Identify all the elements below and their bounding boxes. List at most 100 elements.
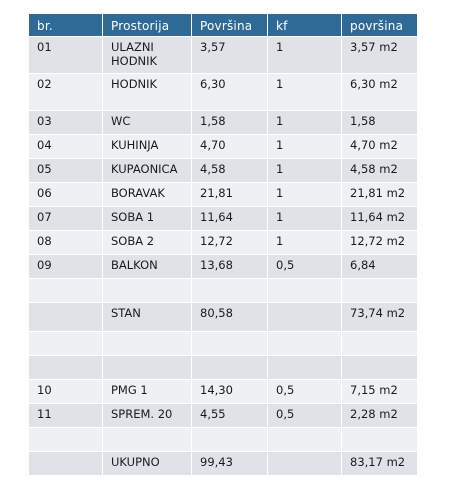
- table-row: STAN 80,58 73,74 m2: [28, 302, 418, 332]
- cell-net-area: 11,64 m2: [341, 206, 418, 231]
- header-row: br. Prostorija Površina kf površina: [28, 13, 418, 37]
- cell-coefficient: [267, 355, 342, 380]
- cell-net-area: 1,58: [341, 110, 418, 135]
- cell-room: [102, 278, 192, 303]
- cell-coefficient: [267, 451, 342, 476]
- cell-number: 03: [28, 110, 103, 135]
- cell-room: BORAVAK: [102, 182, 192, 207]
- cell-net-area: 7,15 m2: [341, 379, 418, 404]
- area-table: br. Prostorija Površina kf površina 01 UL…: [28, 13, 418, 476]
- cell-net-area: 83,17 m2: [341, 451, 418, 476]
- cell-area: 4,58: [191, 158, 268, 183]
- cell-net-area: 6,84: [341, 254, 418, 279]
- cell-number: [28, 331, 103, 356]
- cell-area: 80,58: [191, 302, 268, 332]
- cell-number: 01: [28, 36, 103, 74]
- cell-room: [102, 331, 192, 356]
- cell-room: [102, 427, 192, 452]
- cell-area: [191, 427, 268, 452]
- table-row: [28, 278, 418, 303]
- cell-area: 99,43: [191, 451, 268, 476]
- cell-number: [28, 427, 103, 452]
- table-row: 07 SOBA 1 11,64 1 11,64 m2: [28, 206, 418, 231]
- cell-area: 4,70: [191, 134, 268, 159]
- cell-number: 07: [28, 206, 103, 231]
- cell-area: 13,68: [191, 254, 268, 279]
- cell-room: SPREM. 20: [102, 403, 192, 428]
- cell-coefficient: 1: [267, 206, 342, 231]
- cell-net-area: 73,74 m2: [341, 302, 418, 332]
- cell-area: 12,72: [191, 230, 268, 255]
- cell-net-area: 21,81 m2: [341, 182, 418, 207]
- cell-number: 11: [28, 403, 103, 428]
- cell-room: SOBA 1: [102, 206, 192, 231]
- header-net-area: površina: [341, 13, 418, 37]
- cell-number: [28, 451, 103, 476]
- table-row: [28, 331, 418, 356]
- cell-room: STAN: [102, 302, 192, 332]
- cell-area: 4,55: [191, 403, 268, 428]
- cell-net-area: 4,70 m2: [341, 134, 418, 159]
- cell-coefficient: 1: [267, 36, 342, 74]
- cell-net-area: 3,57 m2: [341, 36, 418, 74]
- cell-coefficient: 1: [267, 158, 342, 183]
- cell-number: 04: [28, 134, 103, 159]
- table-row: UKUPNO 99,43 83,17 m2: [28, 451, 418, 476]
- cell-coefficient: 1: [267, 230, 342, 255]
- table-row: 04 KUHINJA 4,70 1 4,70 m2: [28, 134, 418, 159]
- cell-room: HODNIK: [102, 73, 192, 111]
- cell-coefficient: [267, 331, 342, 356]
- cell-coefficient: [267, 427, 342, 452]
- table-row: [28, 427, 418, 452]
- cell-room: ULAZNI HODNIK: [102, 36, 192, 74]
- cell-area: [191, 355, 268, 380]
- cell-net-area: [341, 355, 418, 380]
- cell-coefficient: 1: [267, 134, 342, 159]
- cell-room: BALKON: [102, 254, 192, 279]
- cell-coefficient: [267, 302, 342, 332]
- cell-room: UKUPNO: [102, 451, 192, 476]
- cell-room: SOBA 2: [102, 230, 192, 255]
- table-row: 05 KUPAONICA 4,58 1 4,58 m2: [28, 158, 418, 183]
- cell-coefficient: 0,5: [267, 403, 342, 428]
- cell-number: 08: [28, 230, 103, 255]
- cell-coefficient: [267, 278, 342, 303]
- table-row: 02 HODNIK 6,30 1 6,30 m2: [28, 73, 418, 111]
- cell-room: PMG 1: [102, 379, 192, 404]
- cell-room: WC: [102, 110, 192, 135]
- cell-coefficient: 1: [267, 73, 342, 111]
- cell-area: 14,30: [191, 379, 268, 404]
- cell-number: 10: [28, 379, 103, 404]
- cell-net-area: [341, 331, 418, 356]
- table-row: 09 BALKON 13,68 0,5 6,84: [28, 254, 418, 279]
- cell-number: 02: [28, 73, 103, 111]
- cell-coefficient: 0,5: [267, 254, 342, 279]
- cell-number: 06: [28, 182, 103, 207]
- cell-room: KUPAONICA: [102, 158, 192, 183]
- header-area: Površina: [191, 13, 268, 37]
- cell-net-area: 2,28 m2: [341, 403, 418, 428]
- header-room: Prostorija: [102, 13, 192, 37]
- cell-net-area: [341, 427, 418, 452]
- cell-net-area: 12,72 m2: [341, 230, 418, 255]
- cell-area: 6,30: [191, 73, 268, 111]
- cell-coefficient: 1: [267, 182, 342, 207]
- cell-room: KUHINJA: [102, 134, 192, 159]
- cell-net-area: 6,30 m2: [341, 73, 418, 111]
- table-row: 06 BORAVAK 21,81 1 21,81 m2: [28, 182, 418, 207]
- cell-area: 11,64: [191, 206, 268, 231]
- table-row: 01 ULAZNI HODNIK 3,57 1 3,57 m2: [28, 36, 418, 74]
- cell-number: [28, 278, 103, 303]
- table-row: 11 SPREM. 20 4,55 0,5 2,28 m2: [28, 403, 418, 428]
- table-row: 08 SOBA 2 12,72 1 12,72 m2: [28, 230, 418, 255]
- cell-area: 21,81: [191, 182, 268, 207]
- cell-number: 09: [28, 254, 103, 279]
- table-row: [28, 355, 418, 380]
- cell-area: 3,57: [191, 36, 268, 74]
- cell-area: 1,58: [191, 110, 268, 135]
- header-number: br.: [28, 13, 103, 37]
- cell-coefficient: 1: [267, 110, 342, 135]
- cell-net-area: [341, 278, 418, 303]
- cell-net-area: 4,58 m2: [341, 158, 418, 183]
- cell-number: [28, 355, 103, 380]
